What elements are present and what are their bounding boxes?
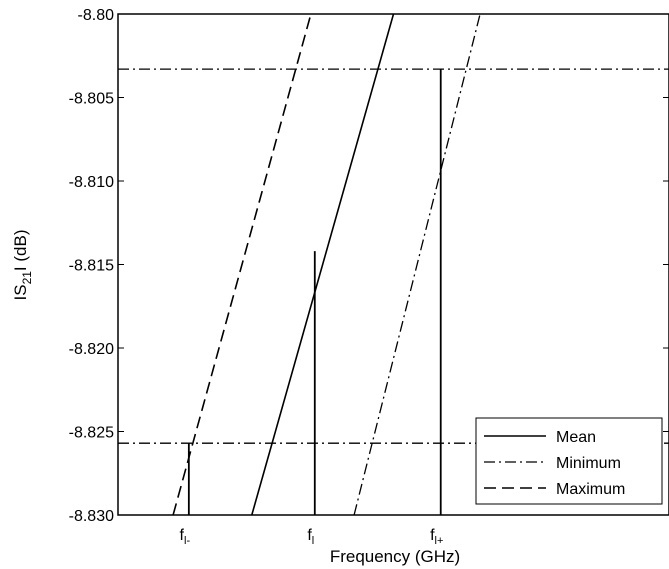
- legend-entry-minimum: Minimum: [556, 455, 621, 472]
- legend-entry-mean: Mean: [556, 429, 596, 446]
- y-tick-label: -8.810: [69, 174, 114, 191]
- y-tick-label: -8.825: [69, 425, 114, 442]
- series-mean: [251, 14, 395, 515]
- y-axis-label-prefix: IS: [11, 284, 30, 300]
- legend-box: [475, 417, 663, 505]
- y-tick-label: -8.80: [78, 7, 115, 24]
- y-axis-label: IS21I (dB): [11, 230, 34, 301]
- x-tick-label: fl-: [180, 527, 191, 547]
- y-tick-label: -8.815: [69, 258, 114, 275]
- y-axis-label-sub: 21: [20, 271, 34, 285]
- y-tick-label: -8.805: [69, 91, 114, 108]
- y-tick-label: -8.830: [69, 508, 114, 525]
- x-tick-label: fl+: [430, 527, 443, 547]
- x-axis: fl-fl fl+: [180, 509, 443, 547]
- plot-area: [118, 14, 669, 515]
- x-tick-label: fl: [307, 527, 314, 547]
- series-maximum: [172, 14, 312, 515]
- legend: Mean Minimum Maximum: [475, 417, 663, 505]
- x-axis-label: Frequency (GHz): [330, 547, 460, 566]
- y-axis-label-suffix: I (dB): [11, 230, 30, 272]
- series-minimum: [353, 14, 481, 515]
- legend-entry-maximum: Maximum: [556, 481, 625, 498]
- y-tick-label: -8.820: [69, 341, 114, 358]
- y-axis: -8.80 -8.805 -8.810 -8.815 -8.820 -8.825 -8.83…: [69, 7, 669, 525]
